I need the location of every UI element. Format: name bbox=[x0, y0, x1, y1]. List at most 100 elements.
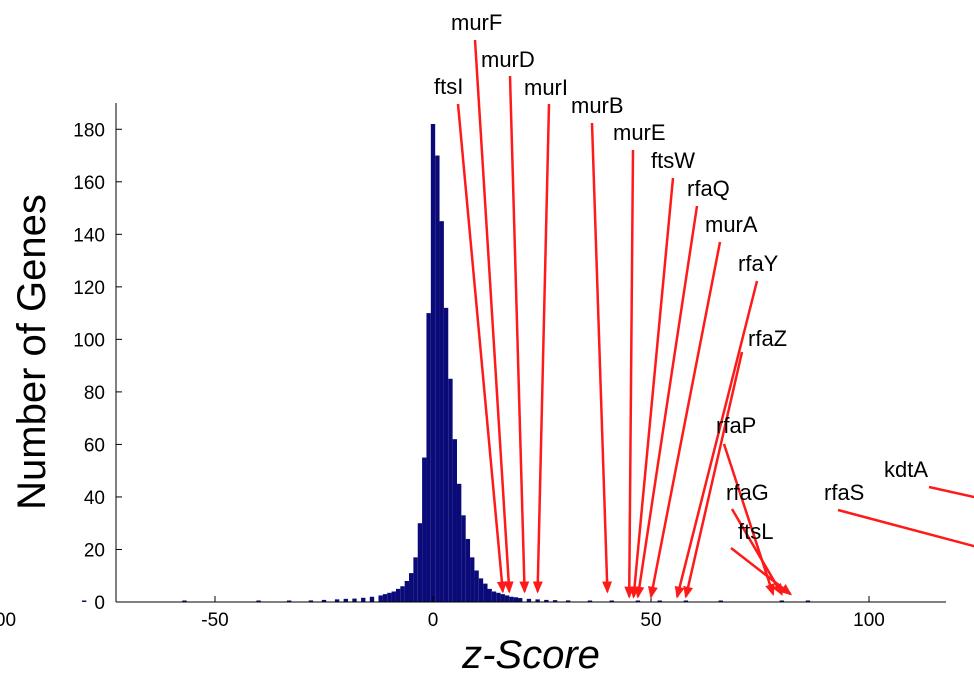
x-tick-label: -50 bbox=[201, 610, 228, 631]
annotation-label-ftsL: ftsL bbox=[738, 519, 773, 544]
annotation-label-murD: murD bbox=[481, 47, 535, 72]
annotation-label-ftsW: ftsW bbox=[651, 148, 695, 173]
histogram-bar bbox=[552, 600, 558, 602]
histogram-bar bbox=[82, 600, 87, 602]
histogram-bar bbox=[343, 598, 348, 602]
histogram-bar bbox=[491, 591, 497, 602]
y-tick-label: 100 bbox=[73, 330, 105, 351]
annotation-label-murA: murA bbox=[705, 212, 758, 237]
histogram-bar bbox=[509, 596, 514, 602]
annotation-label-murF: murF bbox=[451, 10, 502, 35]
y-tick-label: 140 bbox=[73, 225, 105, 246]
annotation-label-rfaS: rfaS bbox=[824, 480, 864, 505]
histogram-bar bbox=[391, 591, 396, 602]
y-tick-label: 40 bbox=[84, 488, 105, 509]
histogram-bar bbox=[513, 597, 519, 602]
y-tick-label: 160 bbox=[73, 173, 105, 194]
annotation-arrow-murD bbox=[508, 75, 530, 594]
annotation-arrow-ftsL bbox=[730, 547, 793, 596]
annotation-arrow-ftsW bbox=[629, 177, 675, 599]
y-tick-label: 20 bbox=[84, 540, 105, 561]
y-tick-label: 0 bbox=[94, 593, 105, 614]
histogram-bar bbox=[256, 600, 261, 602]
histogram-bar bbox=[334, 599, 340, 602]
annotation-label-rfaZ: rfaZ bbox=[748, 326, 787, 351]
annotation-arrow-murF bbox=[473, 39, 514, 594]
histogram-bar bbox=[657, 600, 662, 602]
histogram-bar bbox=[382, 594, 388, 602]
histogram-bar bbox=[448, 378, 453, 602]
histogram-bar bbox=[456, 483, 462, 602]
histogram-bar bbox=[387, 592, 392, 602]
x-tick-label: 50 bbox=[640, 610, 661, 631]
histogram-bar bbox=[435, 155, 440, 602]
annotation-label-rfaY: rfaY bbox=[738, 251, 779, 276]
histogram-bar bbox=[565, 600, 571, 602]
y-axis-label: Number of Genes bbox=[10, 194, 54, 510]
annotation-label-murB: murB bbox=[571, 93, 624, 118]
histogram-bar bbox=[417, 523, 423, 602]
histogram-bar bbox=[478, 578, 484, 602]
annotation-arrow-rfaQ bbox=[634, 205, 699, 599]
histogram-bars bbox=[82, 124, 811, 602]
annotation-arrow-rfaP bbox=[722, 443, 775, 597]
histogram-bar bbox=[361, 597, 366, 602]
annotation-label-ftsI: ftsI bbox=[434, 74, 463, 99]
histogram-bar bbox=[426, 313, 431, 602]
histogram-bar bbox=[500, 594, 505, 602]
annotation-label-rfaP: rfaP bbox=[716, 413, 756, 438]
histogram-bar bbox=[308, 600, 314, 602]
histogram-bar bbox=[526, 598, 532, 602]
x-ticks: -150-100-50050100150200 bbox=[0, 596, 885, 631]
x-tick-label: -100 bbox=[0, 610, 16, 631]
annotation-label-murI: murI bbox=[524, 75, 568, 100]
histogram-bar bbox=[404, 580, 410, 602]
annotation-label-rfaG: rfaG bbox=[726, 480, 769, 505]
x-tick-label: 100 bbox=[853, 610, 885, 631]
annotation-arrow-rfaS bbox=[837, 508, 974, 548]
annotation-arrow-rfaY bbox=[674, 280, 759, 599]
annotation-arrow-ftsI bbox=[456, 103, 507, 594]
histogram-bar bbox=[395, 588, 401, 602]
histogram-bar bbox=[474, 570, 479, 602]
annotation-arrow-murI bbox=[532, 103, 551, 594]
histogram-bar bbox=[504, 595, 510, 602]
histogram-bar bbox=[286, 600, 292, 602]
histogram-bar bbox=[635, 600, 641, 602]
histogram-bar bbox=[443, 307, 449, 602]
histogram-bar bbox=[400, 586, 405, 602]
histogram-bar bbox=[544, 599, 549, 602]
x-axis-label: z-Score bbox=[461, 633, 600, 677]
histogram-bar bbox=[496, 592, 501, 602]
histogram-bar bbox=[439, 221, 444, 602]
histogram-bar bbox=[465, 538, 471, 602]
histogram-bar bbox=[718, 600, 723, 602]
y-tick-label: 180 bbox=[73, 120, 105, 141]
histogram-bar bbox=[779, 600, 784, 602]
annotation-label-rfaQ: rfaQ bbox=[687, 176, 730, 201]
histogram-bar bbox=[409, 573, 414, 602]
histogram-bar bbox=[470, 557, 475, 602]
annotation-arrow-murA bbox=[648, 241, 722, 599]
annotation-label-kdtA: kdtA bbox=[884, 457, 928, 482]
annotation-arrow-kdtA bbox=[928, 485, 974, 499]
annotation-arrow-murE bbox=[624, 149, 635, 599]
histogram-bar bbox=[422, 457, 427, 602]
histogram-bar bbox=[535, 599, 540, 602]
histogram-bar bbox=[805, 600, 811, 602]
histogram-bar bbox=[487, 588, 492, 602]
histogram-bar bbox=[683, 600, 689, 602]
histogram-bar bbox=[483, 583, 488, 602]
y-tick-label: 120 bbox=[73, 278, 105, 299]
y-tick-label: 60 bbox=[84, 435, 105, 456]
histogram-bar bbox=[413, 557, 418, 602]
histogram-bar bbox=[321, 599, 327, 602]
y-tick-label: 80 bbox=[84, 383, 105, 404]
annotation-label-murE: murE bbox=[613, 120, 666, 145]
y-ticks: 0 20 40 60 80 100 120 140 160 180 bbox=[73, 120, 122, 614]
histogram-bar bbox=[518, 598, 523, 602]
histogram-bar bbox=[587, 600, 593, 602]
histogram-bar bbox=[609, 600, 614, 602]
